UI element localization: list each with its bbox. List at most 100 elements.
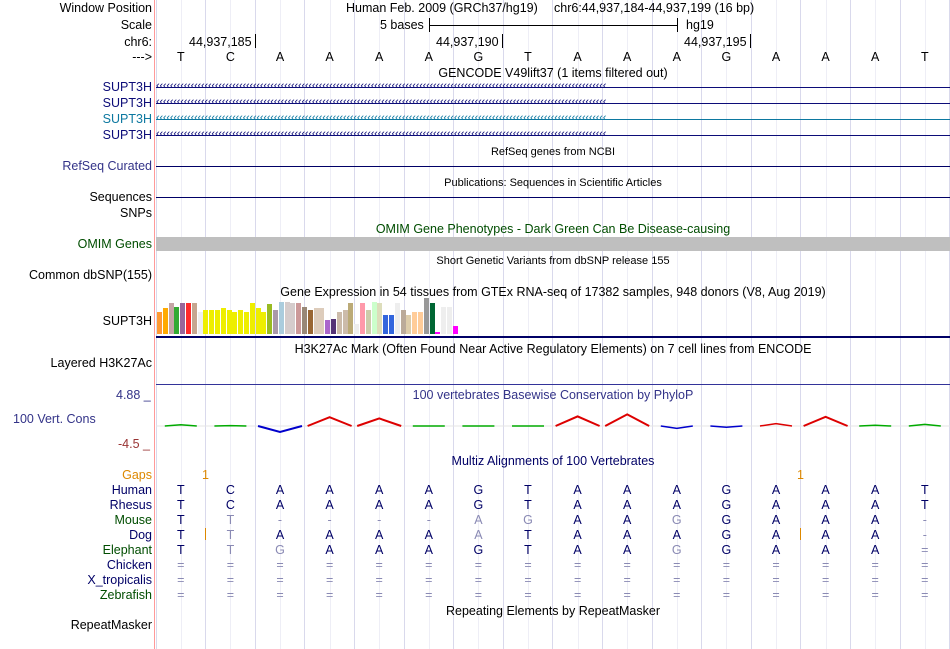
gtex-gene-label[interactable]: SUPT3H bbox=[102, 314, 152, 328]
gtex-tissue-bar[interactable] bbox=[186, 303, 191, 334]
gtex-tissue-bar[interactable] bbox=[209, 310, 215, 334]
gtex-tissue-bar[interactable] bbox=[365, 310, 371, 334]
gaps-label[interactable]: Gaps bbox=[122, 468, 152, 482]
repeatmasker-track-title[interactable]: Repeating Elements by RepeatMasker bbox=[445, 604, 660, 618]
gtex-tissue-bar[interactable] bbox=[267, 304, 273, 334]
publications-line[interactable] bbox=[156, 197, 950, 198]
omim-genes-label[interactable]: OMIM Genes bbox=[77, 237, 152, 251]
h3k27ac-track-title[interactable]: H3K27Ac Mark (Often Found Near Active Re… bbox=[294, 342, 812, 356]
gtex-tissue-bar[interactable] bbox=[342, 310, 348, 334]
species-label[interactable]: Dog bbox=[129, 528, 152, 542]
gtex-tissue-bar[interactable] bbox=[174, 307, 180, 334]
gtex-tissue-bar[interactable] bbox=[435, 332, 441, 334]
gtex-tissue-bar[interactable] bbox=[232, 312, 238, 334]
position-tick-3: 44,937,195 bbox=[684, 35, 747, 49]
gencode-transcript-line[interactable] bbox=[156, 135, 950, 136]
gtex-tissue-bar[interactable] bbox=[383, 315, 389, 334]
gencode-transcript-line[interactable] bbox=[156, 119, 950, 120]
gtex-tissue-bar[interactable] bbox=[348, 303, 354, 334]
gtex-tissue-bar[interactable] bbox=[319, 308, 325, 334]
gtex-tissue-bar[interactable] bbox=[249, 303, 255, 334]
gtex-tissue-bar[interactable] bbox=[429, 303, 435, 334]
gencode-gene-label[interactable]: SUPT3H bbox=[102, 112, 152, 126]
gtex-tissue-bar[interactable] bbox=[447, 307, 452, 334]
common-dbsnp-label[interactable]: Common dbSNP(155) bbox=[29, 268, 152, 282]
gtex-tissue-bar[interactable] bbox=[296, 303, 302, 334]
gtex-tissue-bar[interactable] bbox=[215, 310, 220, 334]
gtex-tissue-bar[interactable] bbox=[168, 303, 174, 334]
gencode-track-title[interactable]: GENCODE V49lift37 (1 items filtered out) bbox=[438, 66, 668, 80]
gencode-transcript-line[interactable] bbox=[156, 103, 950, 104]
snps-label[interactable]: SNPs bbox=[120, 206, 152, 220]
refseq-gene-line[interactable] bbox=[156, 166, 950, 167]
gtex-tissue-bar[interactable] bbox=[197, 312, 203, 334]
refseq-track-title[interactable]: RefSeq genes from NCBI bbox=[490, 146, 616, 158]
alignment-base: A bbox=[424, 528, 433, 542]
gtex-tissue-bar[interactable] bbox=[452, 326, 458, 334]
publications-track-title[interactable]: Publications: Sequences in Scientific Ar… bbox=[444, 177, 662, 189]
gencode-gene-label[interactable]: SUPT3H bbox=[102, 80, 152, 94]
gtex-tissue-bar[interactable] bbox=[220, 308, 226, 334]
gtex-tissue-bar[interactable] bbox=[273, 310, 278, 334]
gtex-tissue-bar[interactable] bbox=[284, 302, 290, 334]
gtex-tissue-bar[interactable] bbox=[313, 308, 319, 334]
species-label[interactable]: Zebrafish bbox=[99, 588, 152, 602]
layered-h3k27ac-label[interactable]: Layered H3K27Ac bbox=[50, 356, 152, 370]
gtex-tissue-bar[interactable] bbox=[203, 310, 209, 334]
species-label[interactable]: Chicken bbox=[106, 558, 152, 572]
species-label[interactable]: X_tropicalis bbox=[87, 573, 152, 587]
alignment-base: = bbox=[921, 543, 929, 557]
alignment-base: A bbox=[623, 498, 632, 512]
gtex-tissue-bar[interactable] bbox=[418, 312, 423, 334]
conservation-track-title[interactable]: 100 vertebrates Basewise Conservation by… bbox=[412, 388, 694, 402]
gtex-tissue-bar[interactable] bbox=[180, 303, 186, 334]
gtex-tissue-bar[interactable] bbox=[412, 312, 418, 334]
gtex-tissue-bar[interactable] bbox=[354, 324, 360, 334]
alignment-base: A bbox=[375, 498, 384, 512]
gtex-tissue-bar[interactable] bbox=[441, 307, 447, 334]
omim-track-title[interactable]: OMIM Gene Phenotypes - Dark Green Can Be… bbox=[375, 222, 731, 236]
gtex-tissue-bar[interactable] bbox=[226, 310, 232, 334]
gtex-tissue-bar[interactable] bbox=[290, 303, 296, 334]
refseq-curated-label[interactable]: RefSeq Curated bbox=[62, 159, 152, 173]
gtex-tissue-bar[interactable] bbox=[157, 312, 162, 334]
gtex-tissue-bar[interactable] bbox=[191, 303, 197, 334]
gtex-tissue-bar[interactable] bbox=[307, 310, 313, 334]
gtex-tissue-bar[interactable] bbox=[278, 302, 284, 334]
gtex-tissue-bar[interactable] bbox=[261, 312, 267, 334]
gtex-tissue-bar[interactable] bbox=[325, 320, 331, 334]
species-label[interactable]: Rhesus bbox=[109, 498, 152, 512]
gencode-gene-label[interactable]: SUPT3H bbox=[102, 128, 152, 142]
gencode-transcript-line[interactable] bbox=[156, 87, 950, 88]
gtex-tissue-bar[interactable] bbox=[162, 308, 168, 334]
gtex-tissue-bar[interactable] bbox=[255, 308, 261, 334]
gtex-tissue-bar[interactable] bbox=[371, 302, 377, 334]
gtex-tissue-bar[interactable] bbox=[423, 298, 429, 334]
species-label[interactable]: Elephant bbox=[102, 543, 152, 557]
gtex-tissue-bar[interactable] bbox=[360, 303, 365, 334]
gtex-tissue-bar[interactable] bbox=[377, 303, 383, 334]
sequences-label[interactable]: Sequences bbox=[89, 190, 152, 204]
gtex-tissue-bar[interactable] bbox=[331, 319, 336, 334]
gtex-tissue-bar[interactable] bbox=[244, 312, 249, 334]
vert-cons-label[interactable]: 100 Vert. Cons bbox=[13, 412, 96, 426]
gtex-tissue-bar[interactable] bbox=[406, 315, 412, 334]
gtex-tissue-bar[interactable] bbox=[394, 303, 400, 334]
dbsnp-track-title[interactable]: Short Genetic Variants from dbSNP releas… bbox=[436, 255, 670, 267]
gencode-gene-label[interactable]: SUPT3H bbox=[102, 96, 152, 110]
species-label[interactable]: Human bbox=[111, 483, 152, 497]
species-label[interactable]: Mouse bbox=[114, 513, 152, 527]
alignment-base: = bbox=[524, 558, 532, 572]
omim-gene-bar[interactable] bbox=[156, 237, 950, 251]
gtex-tissue-bar[interactable] bbox=[389, 315, 394, 334]
alignment-base: = bbox=[573, 558, 582, 572]
multiz-track-title[interactable]: Multiz Alignments of 100 Vertebrates bbox=[451, 454, 655, 468]
gtex-tissue-bar[interactable] bbox=[400, 310, 406, 334]
gtex-tissue-bar[interactable] bbox=[302, 307, 307, 334]
conservation-plot[interactable] bbox=[156, 404, 950, 444]
gtex-tissue-bar[interactable] bbox=[336, 312, 342, 334]
repeatmasker-label[interactable]: RepeatMasker bbox=[70, 618, 152, 632]
gtex-tissue-bar[interactable] bbox=[238, 310, 244, 334]
gtex-track-title[interactable]: Gene Expression in 54 tissues from GTEx … bbox=[280, 285, 826, 299]
